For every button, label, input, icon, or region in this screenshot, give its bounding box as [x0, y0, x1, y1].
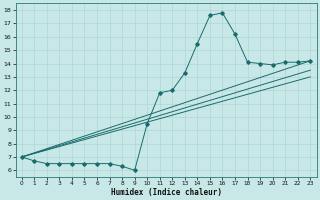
- X-axis label: Humidex (Indice chaleur): Humidex (Indice chaleur): [110, 188, 221, 197]
